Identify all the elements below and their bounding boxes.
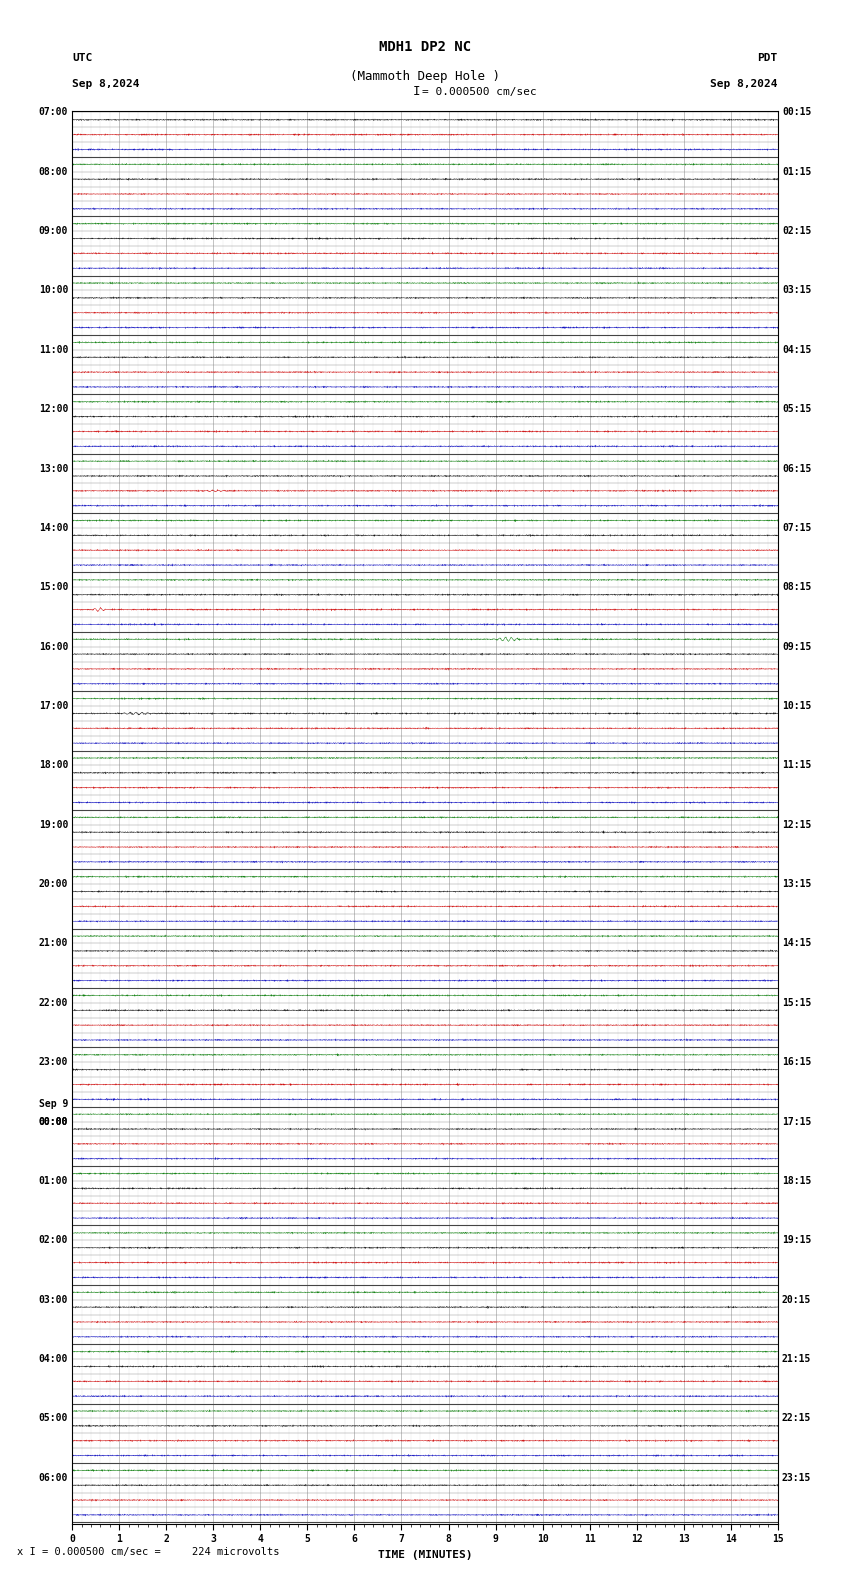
Text: 14:15: 14:15 [782,938,812,949]
Text: 16:15: 16:15 [782,1057,812,1068]
Text: 22:15: 22:15 [782,1413,812,1424]
Text: x I = 0.000500 cm/sec =     224 microvolts: x I = 0.000500 cm/sec = 224 microvolts [17,1548,280,1557]
Text: 07:15: 07:15 [782,523,812,532]
Text: 00:00: 00:00 [38,1117,68,1126]
Text: 12:00: 12:00 [38,404,68,413]
Text: 13:15: 13:15 [782,879,812,889]
Text: 18:00: 18:00 [38,760,68,770]
Text: I: I [413,86,421,98]
Text: 20:00: 20:00 [38,879,68,889]
Text: Sep 9: Sep 9 [38,1099,68,1109]
Text: 18:15: 18:15 [782,1175,812,1186]
Text: (Mammoth Deep Hole ): (Mammoth Deep Hole ) [350,70,500,82]
Text: 03:00: 03:00 [38,1294,68,1305]
Text: 17:15: 17:15 [782,1117,812,1126]
Text: Sep 8,2024: Sep 8,2024 [72,79,139,89]
Text: 17:00: 17:00 [38,702,68,711]
Text: 23:00: 23:00 [38,1057,68,1068]
Text: 08:15: 08:15 [782,583,812,592]
Text: 23:15: 23:15 [782,1473,812,1483]
Text: 09:15: 09:15 [782,642,812,651]
Text: 00:15: 00:15 [782,108,812,117]
Text: 03:15: 03:15 [782,285,812,296]
Text: 19:00: 19:00 [38,821,68,830]
Text: 01:15: 01:15 [782,166,812,177]
Text: PDT: PDT [757,54,778,63]
Text: 06:15: 06:15 [782,464,812,474]
Text: 11:00: 11:00 [38,345,68,355]
Text: 02:15: 02:15 [782,227,812,236]
Text: 01:00: 01:00 [38,1175,68,1186]
Text: 14:00: 14:00 [38,523,68,532]
Text: 05:00: 05:00 [38,1413,68,1424]
Text: 13:00: 13:00 [38,464,68,474]
Text: 21:15: 21:15 [782,1354,812,1364]
Text: 22:00: 22:00 [38,998,68,1007]
Text: 19:15: 19:15 [782,1236,812,1245]
Text: UTC: UTC [72,54,93,63]
Text: 04:00: 04:00 [38,1354,68,1364]
Text: 00:00: 00:00 [38,1117,68,1126]
Text: 10:00: 10:00 [38,285,68,296]
Text: 21:00: 21:00 [38,938,68,949]
Text: 07:00: 07:00 [38,108,68,117]
Text: MDH1 DP2 NC: MDH1 DP2 NC [379,40,471,54]
Text: 02:00: 02:00 [38,1236,68,1245]
Text: 15:00: 15:00 [38,583,68,592]
Text: 04:15: 04:15 [782,345,812,355]
Text: 12:15: 12:15 [782,821,812,830]
Text: 15:15: 15:15 [782,998,812,1007]
Text: = 0.000500 cm/sec: = 0.000500 cm/sec [422,87,537,97]
Text: Sep 8,2024: Sep 8,2024 [711,79,778,89]
X-axis label: TIME (MINUTES): TIME (MINUTES) [377,1549,473,1560]
Text: 20:15: 20:15 [782,1294,812,1305]
Text: 16:00: 16:00 [38,642,68,651]
Text: 10:15: 10:15 [782,702,812,711]
Text: 11:15: 11:15 [782,760,812,770]
Text: 05:15: 05:15 [782,404,812,413]
Text: 09:00: 09:00 [38,227,68,236]
Text: 06:00: 06:00 [38,1473,68,1483]
Text: 08:00: 08:00 [38,166,68,177]
